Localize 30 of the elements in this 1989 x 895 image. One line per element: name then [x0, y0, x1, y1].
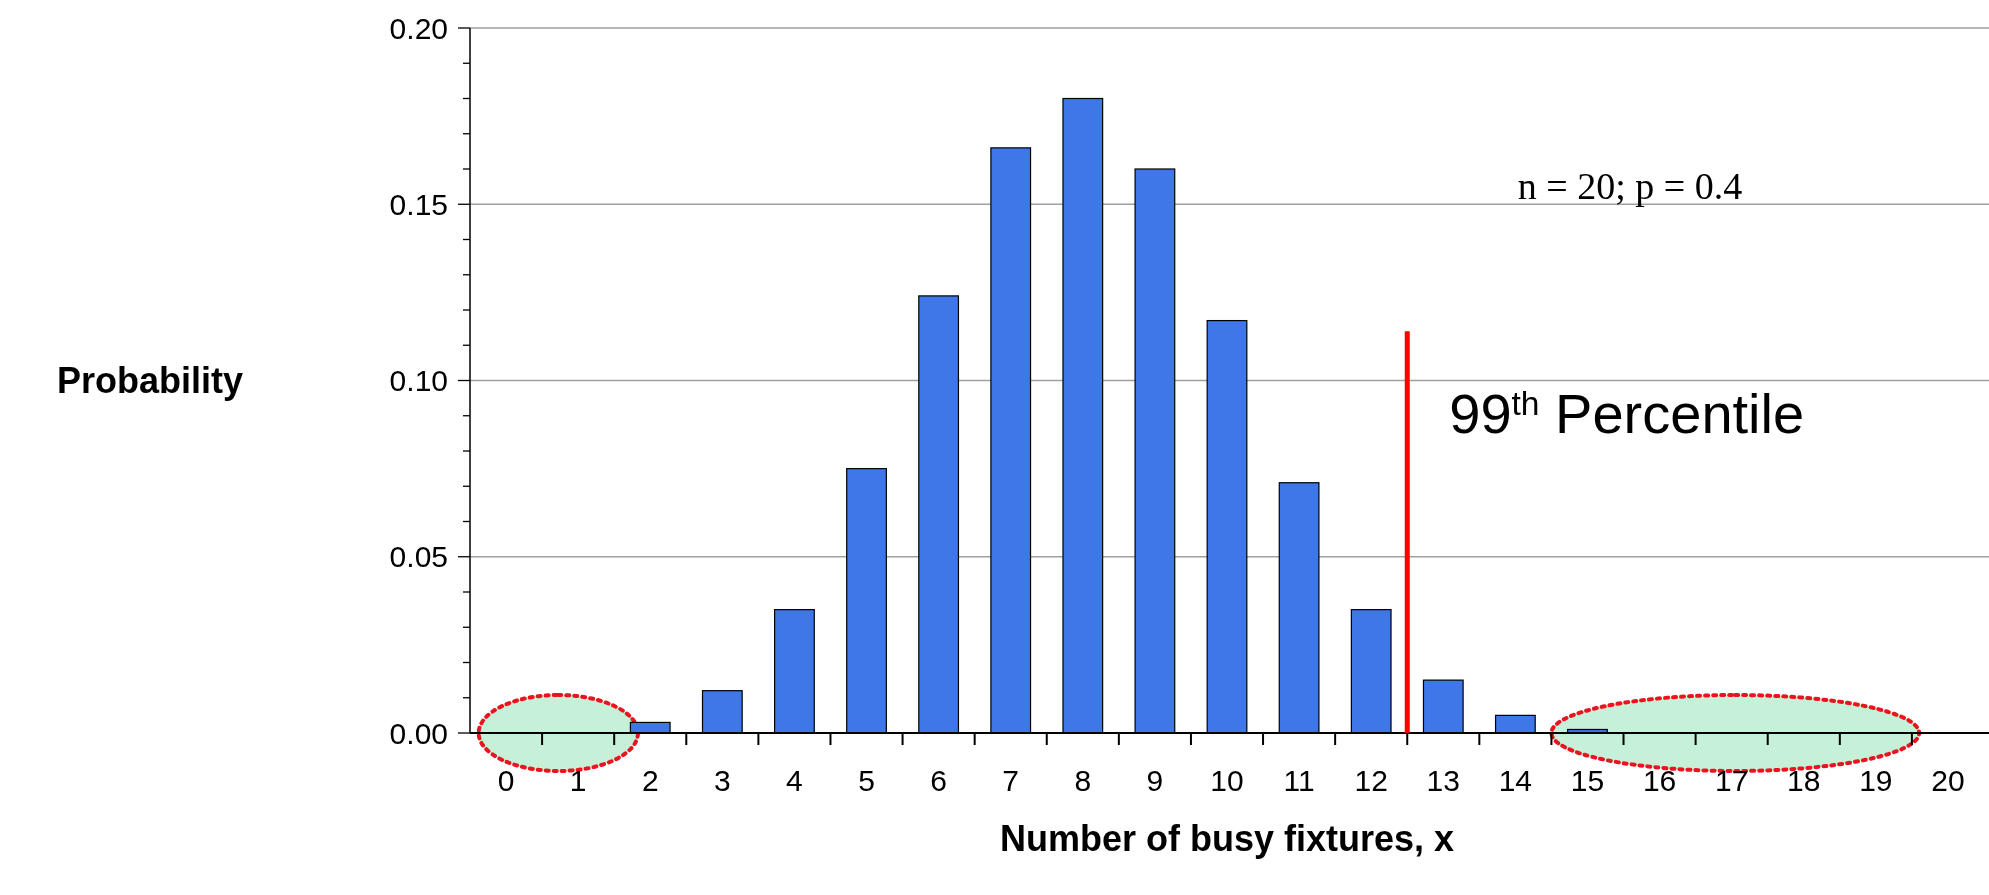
x-tick-label: 13: [1426, 764, 1460, 797]
x-tick-label: 2: [641, 764, 659, 797]
x-tick-label: 5: [858, 764, 875, 797]
x-tick-label: 15: [1570, 764, 1605, 797]
x-tick-label: 8: [1074, 764, 1092, 797]
x-axis-title: Number of busy fixtures, x: [999, 818, 1455, 859]
x-tick-label: 12: [1354, 764, 1388, 797]
x-tick-label: 7: [1002, 764, 1020, 797]
y-axis-title: Probability: [56, 360, 244, 402]
x-tick-label: 20: [1931, 764, 1965, 797]
annotation: n = 20; p = 0.4: [1517, 164, 1743, 207]
ref-line-label: 99$^{th}$ Percentile: [1449, 382, 1805, 446]
x-tick-label: 0: [497, 764, 515, 797]
x-tick-label: 1: [569, 764, 587, 797]
y-tick-label: 0.05: [389, 540, 448, 574]
x-tick-label: 3: [713, 764, 731, 797]
x-tick-label: 6: [930, 764, 947, 797]
y-tick-label: 0.10: [389, 364, 448, 397]
y-tick-label: 0.15: [389, 187, 448, 221]
x-tick-label: 9: [1146, 764, 1164, 797]
x-tick-label: 17: [1714, 764, 1749, 797]
x-tick-label: 19: [1859, 764, 1893, 797]
y-tick-label: 0.20: [389, 11, 448, 45]
x-tick-label: 10: [1210, 764, 1244, 797]
x-tick-label: 11: [1283, 764, 1315, 797]
y-tick-label: 0.00: [389, 716, 448, 750]
x-tick-label: 14: [1498, 764, 1533, 797]
x-tick-label: 16: [1642, 764, 1677, 797]
x-tick-label: 4: [786, 764, 803, 797]
x-tick-label: 18: [1787, 764, 1821, 797]
